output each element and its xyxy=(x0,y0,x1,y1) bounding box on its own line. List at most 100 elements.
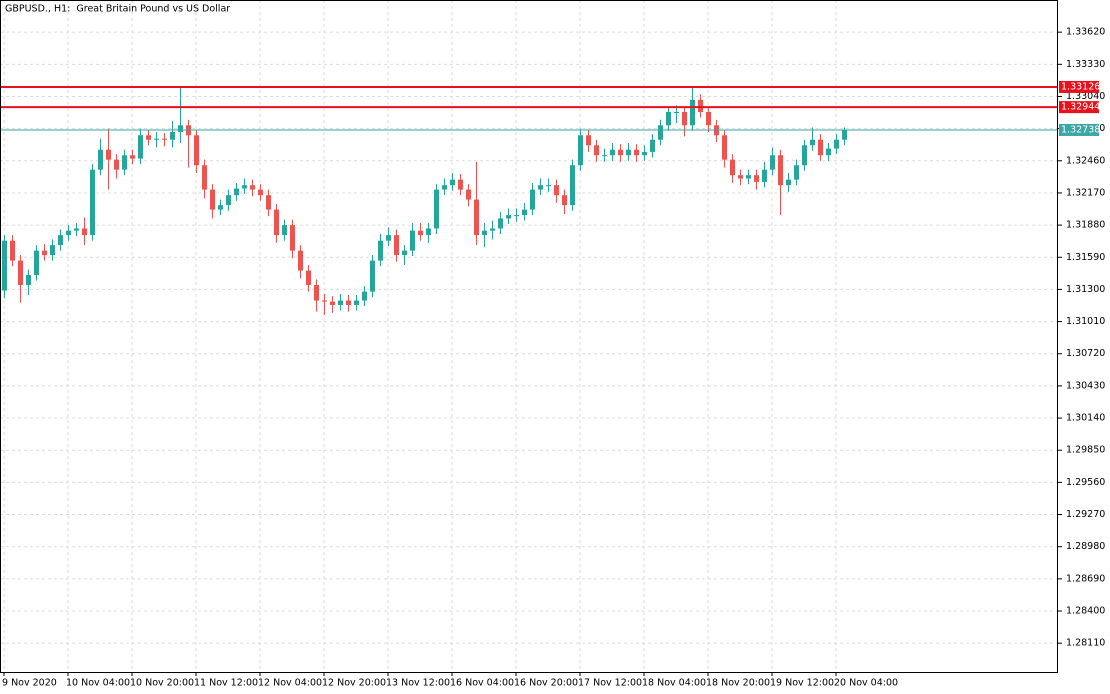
candle-body xyxy=(634,149,639,156)
candle-body xyxy=(778,155,783,186)
candle-body xyxy=(162,138,167,140)
candle-body xyxy=(458,179,463,190)
candle-body xyxy=(98,149,103,170)
x-tick-label: 11 Nov 12:00 xyxy=(194,678,258,689)
price-level-box xyxy=(1059,80,1099,93)
candle-body xyxy=(682,112,687,126)
y-tick-label: 1.33040 xyxy=(1066,91,1105,102)
candle-body xyxy=(618,149,623,156)
candle-body xyxy=(298,250,303,271)
candle-body xyxy=(194,135,199,166)
y-tick-label: 1.32460 xyxy=(1066,155,1105,166)
candle-body xyxy=(378,240,383,261)
candle-body xyxy=(330,301,335,305)
x-tick-label: 19 Nov 12:00 xyxy=(770,678,834,689)
candle-body xyxy=(58,235,63,246)
candle-body xyxy=(754,175,759,182)
candle-body xyxy=(146,135,151,140)
y-tick-label: 1.31300 xyxy=(1066,284,1105,295)
x-tick-label: 17 Nov 12:00 xyxy=(578,678,642,689)
candle-body xyxy=(234,188,239,196)
candle-body xyxy=(442,185,447,190)
candle-body xyxy=(514,215,519,217)
candle-body xyxy=(274,209,279,236)
candle-body xyxy=(522,209,527,216)
x-tick-label: 10 Nov 04:00 xyxy=(66,678,130,689)
candle-body xyxy=(762,169,767,182)
y-tick-label: 1.29560 xyxy=(1066,477,1105,488)
candle-body xyxy=(490,228,495,231)
candle-body xyxy=(626,149,631,156)
candle-body xyxy=(834,139,839,149)
x-tick-label: 16 Nov 04:00 xyxy=(450,678,514,689)
candle-body xyxy=(578,135,583,166)
candle-body xyxy=(650,139,655,152)
x-tick-label: 18 Nov 20:00 xyxy=(706,678,770,689)
y-tick-label: 1.28690 xyxy=(1066,573,1105,584)
candle-body xyxy=(18,260,23,285)
candle-body xyxy=(402,250,407,256)
candle-body xyxy=(218,205,223,210)
y-tick-label: 1.31010 xyxy=(1066,316,1105,327)
price-level-label: 1.32738 xyxy=(1061,124,1100,135)
candle-body xyxy=(602,155,607,157)
candle-body xyxy=(794,165,799,180)
candle-body xyxy=(210,189,215,210)
candle-body xyxy=(50,245,55,256)
candle-body xyxy=(450,179,455,186)
x-tick-label: 16 Nov 20:00 xyxy=(514,678,578,689)
candle-body xyxy=(338,300,343,305)
y-tick-label: 1.28400 xyxy=(1066,606,1105,617)
candle-body xyxy=(42,250,47,256)
candle-body xyxy=(730,159,735,176)
candle-body xyxy=(426,228,431,236)
candle-body xyxy=(386,235,391,241)
candle-body xyxy=(10,240,15,261)
candle-body xyxy=(90,169,95,236)
candle-body xyxy=(178,125,183,132)
candle-body xyxy=(826,148,831,156)
y-tick-label: 1.33330 xyxy=(1066,59,1105,70)
candle-body xyxy=(242,185,247,189)
candle-body xyxy=(506,215,511,219)
candle-body xyxy=(546,185,551,187)
candle-body xyxy=(674,112,679,113)
candle-body xyxy=(474,199,479,236)
candle-body xyxy=(666,112,671,126)
y-tick-label: 1.29270 xyxy=(1066,509,1105,520)
candle-body xyxy=(82,228,87,236)
y-tick-label: 1.28110 xyxy=(1066,638,1105,649)
candle-body xyxy=(434,189,439,229)
candle-body xyxy=(610,149,615,156)
y-tick-label: 1.31880 xyxy=(1066,220,1105,231)
candle-body xyxy=(530,189,535,210)
candle-body xyxy=(226,195,231,206)
candle-body xyxy=(786,179,791,186)
y-tick-label: 1.31590 xyxy=(1066,252,1105,263)
candle-body xyxy=(538,185,543,190)
y-tick-label: 1.30430 xyxy=(1066,380,1105,391)
candle-body xyxy=(690,99,695,126)
candle-body xyxy=(706,112,711,126)
candle-body xyxy=(154,138,159,140)
candle-body xyxy=(658,125,663,140)
candle-body xyxy=(2,240,7,291)
candle-body xyxy=(202,165,207,190)
candle-body xyxy=(746,175,751,179)
candle-body xyxy=(554,185,559,196)
x-tick-label: 9 Nov 2020 xyxy=(2,678,57,689)
candle-body xyxy=(810,139,815,146)
candle-body xyxy=(370,260,375,292)
candle-body xyxy=(106,149,111,160)
candle-body xyxy=(842,129,847,140)
candle-body xyxy=(802,145,807,166)
candle-body xyxy=(722,135,727,160)
candle-body xyxy=(482,230,487,236)
candle-body xyxy=(114,159,119,170)
candle-body xyxy=(74,228,79,231)
candle-body xyxy=(410,230,415,251)
candle-body xyxy=(586,135,591,146)
axes: 1.28110 1.28400 1.28690 1.28980 1.29270 1.295… xyxy=(2,27,1105,689)
candle-body xyxy=(346,300,351,305)
